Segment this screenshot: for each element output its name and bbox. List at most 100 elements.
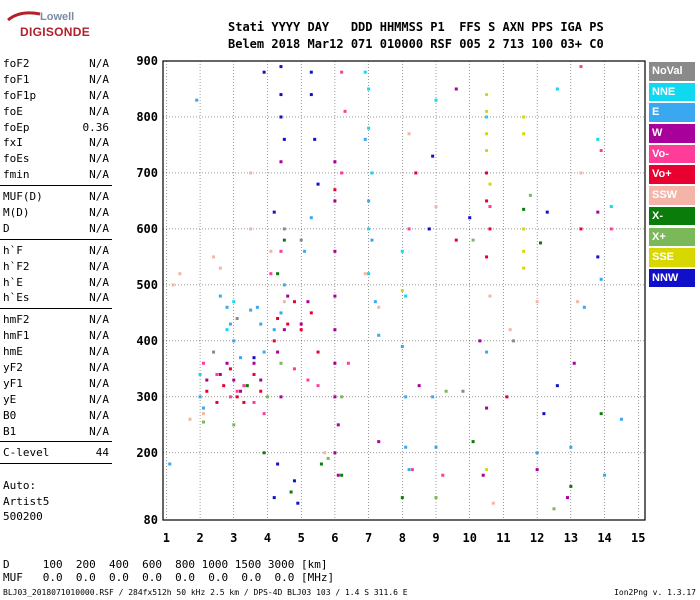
echo-point-ssw [576, 300, 580, 304]
param-value: N/A [89, 329, 109, 343]
echo-point-vo- [292, 367, 296, 371]
echo-point-vo- [252, 372, 256, 376]
x-tick-label: 14 [597, 531, 611, 545]
y-tick-label: 700 [136, 166, 158, 180]
echo-point-w [572, 361, 576, 365]
param-row: hmF2 N/A [0, 312, 112, 328]
echo-point-nne [609, 205, 613, 209]
echo-point-e [282, 283, 286, 287]
echo-point-vo- [579, 65, 583, 69]
param-value: N/A [89, 190, 109, 204]
legend-item-e: E [649, 103, 695, 122]
echo-point-e [407, 468, 411, 472]
x-tick-label: 4 [264, 531, 271, 545]
echo-point-w [377, 440, 381, 444]
echo-point-e [377, 333, 381, 337]
echo-point-ssw [218, 266, 222, 270]
echo-point-vo- [259, 389, 263, 393]
echo-point-noval [235, 316, 239, 320]
auto-label: Auto: [3, 479, 37, 492]
echo-point-w [205, 378, 209, 382]
param-name: h`F2 [3, 259, 30, 273]
echo-point-w [232, 378, 236, 382]
echo-point-vo- [269, 272, 273, 276]
param-name: yE [3, 392, 17, 406]
echo-point-x- [528, 193, 532, 197]
echo-point-sse [522, 249, 526, 253]
echo-point-vo- [488, 205, 492, 209]
echo-point-ssw [249, 227, 253, 231]
param-row: h`F N/A [0, 243, 112, 259]
echo-point-vo- [276, 316, 280, 320]
echo-point-ssw [535, 300, 539, 304]
y-tick-label: 400 [136, 334, 158, 348]
echo-point-e [404, 445, 408, 449]
echo-point-x- [340, 473, 344, 477]
echo-point-vo- [252, 400, 256, 404]
echo-point-e [309, 216, 313, 220]
legend-item-nnw: NNW [649, 268, 695, 288]
echo-point-w [259, 378, 263, 382]
echo-point-sse [400, 289, 404, 292]
param-row: M(D) N/A [0, 205, 112, 221]
echo-point-nnw [316, 182, 320, 186]
axis-ticks: 1 2 3 4 5 6 7 8 9 10 11 12 13 14 158020030040050060070… [136, 54, 645, 545]
param-row: foF1 N/A [0, 72, 112, 88]
echo-point-sse [488, 182, 492, 186]
param-name: hmF2 [3, 313, 30, 327]
legend-item-ssw: SSW [649, 186, 695, 205]
echo-point-w [276, 350, 280, 354]
digisonde-logo: Lowell DIGISONDE [6, 8, 90, 44]
echo-point-ssw [491, 501, 495, 505]
param-divider [0, 238, 112, 240]
param-name: MUF(D) [3, 190, 43, 204]
echo-point-nnw [252, 356, 256, 360]
y-tick-label: 500 [136, 278, 158, 292]
echo-point-w [286, 294, 290, 298]
param-name: yF2 [3, 361, 23, 375]
echo-point-w [333, 395, 337, 399]
echo-point-nne [404, 294, 408, 298]
param-row: foEp 0.36 [0, 120, 112, 136]
echo-point-nnw [262, 70, 266, 74]
echo-point-nnw [282, 137, 286, 141]
param-row: hmE N/A [0, 344, 112, 360]
param-name: B1 [3, 424, 17, 438]
param-divider [0, 441, 112, 443]
param-row: fxI N/A [0, 135, 112, 151]
echo-point-vo- [292, 300, 296, 304]
echo-point-e [367, 199, 371, 203]
echo-point-nnw [309, 70, 313, 74]
param-name: h`E [3, 275, 23, 289]
param-row: foF2 N/A [0, 56, 112, 72]
echo-point-w [252, 361, 256, 365]
param-row: B1 N/A [0, 424, 112, 440]
echo-point-vo- [309, 311, 313, 315]
x-tick-label: 11 [496, 531, 510, 545]
distance-row: D 100 200 400 600 800 1000 1500 3000 [km… [3, 558, 328, 571]
echo-point-nne [367, 126, 371, 130]
echo-point-e [619, 417, 623, 421]
echo-point-w [565, 496, 569, 500]
echo-point-e [404, 395, 408, 399]
echo-point-e [218, 294, 222, 298]
param-divider [0, 308, 112, 310]
echo-point-e [255, 305, 259, 309]
y-tick-label: 800 [136, 110, 158, 124]
echo-point-nnw [279, 65, 283, 69]
y-tick-label: 200 [136, 446, 158, 460]
echo-points [168, 65, 623, 511]
param-divider [0, 463, 112, 465]
echo-point-sse [485, 132, 489, 136]
echo-point-noval [512, 339, 516, 343]
echo-point-e [195, 98, 199, 102]
header-values: Belem 2018 Mar12 071 010000 RSF 005 2 71… [228, 37, 604, 51]
param-value: N/A [89, 392, 109, 406]
echo-point-noval [461, 389, 465, 393]
echo-point-e [370, 238, 374, 242]
echo-point-vo- [340, 171, 344, 175]
param-row: h`F2 N/A [0, 259, 112, 275]
param-row: h`E N/A [0, 275, 112, 291]
echo-point-noval [212, 350, 216, 354]
echo-point-x- [289, 490, 293, 494]
